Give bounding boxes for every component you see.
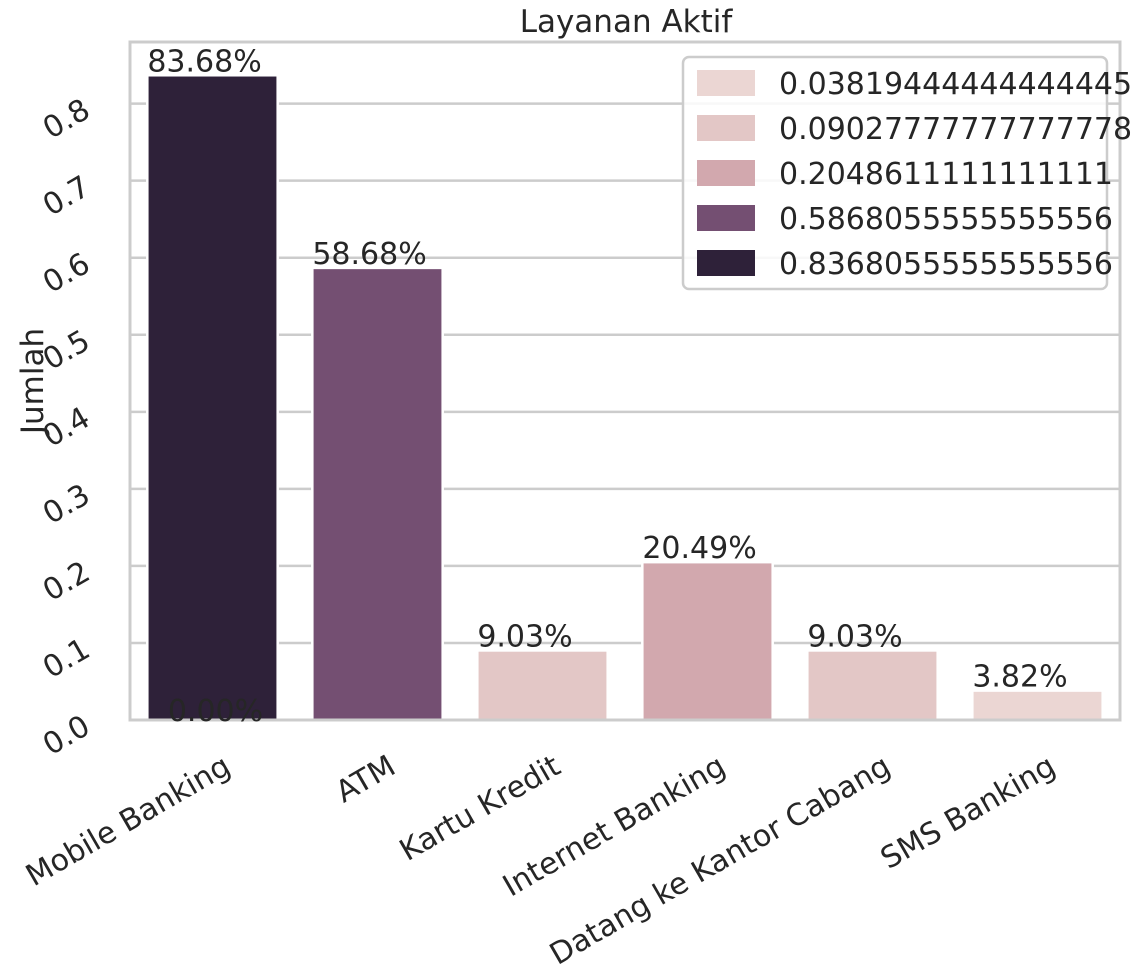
axes-frame — [128, 40, 1122, 722]
bar — [971, 689, 1104, 722]
legend-label: 0.2048611111111111 — [779, 157, 1113, 192]
baseline-value-label: 0.00% — [168, 694, 263, 729]
y-tick-label: 0.6 — [37, 246, 96, 300]
bar-value-label: 9.03% — [477, 619, 572, 654]
x-tick-label: SMS Banking — [875, 749, 1062, 877]
x-tick-label: ATM — [330, 749, 402, 811]
y-tick-label: 0.1 — [37, 632, 96, 686]
bar — [146, 74, 279, 722]
y-tick-label: 0.2 — [37, 555, 96, 609]
bar — [476, 649, 609, 722]
legend-label: 0.5868055555555556 — [779, 202, 1113, 237]
bar — [641, 560, 774, 722]
y-axis-label: Jumlah — [15, 328, 51, 436]
x-tick-label: Mobile Banking — [20, 749, 236, 894]
bar-value-labels: 83.68% 58.68% 9.03% 20.49% 9.03% 3.82% 0.00% — [147, 44, 1067, 729]
legend-label: 0.03819444444444445 — [779, 67, 1132, 102]
legend-swatch — [697, 205, 755, 231]
legend-label: 0.8368055555555556 — [779, 247, 1113, 282]
plot-frame — [128, 40, 1122, 722]
legend-swatch — [697, 160, 755, 186]
legend-label: 0.09027777777777778 — [779, 112, 1132, 147]
bar — [311, 266, 444, 722]
legend: 0.03819444444444445 0.09027777777777778 0.… — [681, 55, 1132, 291]
chart-title: Layanan Aktif — [520, 4, 734, 40]
legend-swatch — [697, 70, 755, 96]
legend-box — [681, 55, 1109, 291]
bar — [806, 649, 939, 722]
y-tick-label: 0.8 — [37, 92, 96, 146]
bar-value-label: 83.68% — [147, 44, 261, 79]
bar-value-label: 58.68% — [312, 237, 426, 272]
legend-swatch — [697, 115, 755, 141]
bar-value-label: 3.82% — [972, 660, 1067, 695]
y-tick-label: 0.7 — [37, 169, 96, 223]
y-tick-labels: 0.00.10.20.30.40.50.60.70.8 — [37, 92, 96, 763]
y-tick-label: 0.3 — [37, 477, 96, 531]
y-tick-label: 0.0 — [37, 709, 96, 763]
bars — [146, 74, 1104, 722]
bar-value-label: 20.49% — [642, 531, 756, 566]
legend-swatch — [697, 250, 755, 276]
bar-value-label: 9.03% — [807, 619, 902, 654]
